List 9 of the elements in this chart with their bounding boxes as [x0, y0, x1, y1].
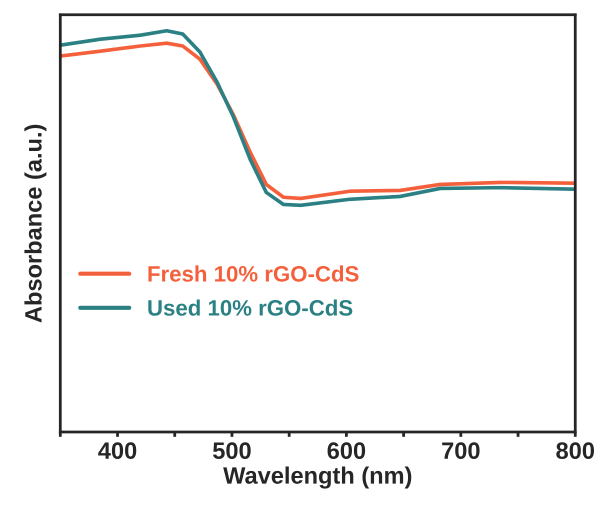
x-axis-title: Wavelength (nm)	[223, 466, 412, 489]
y-axis-title: Absorbance (a.u.)	[24, 124, 46, 322]
legend-label: Used 10% rGO-CdS	[148, 299, 352, 316]
x-tick-label: 400	[98, 442, 136, 460]
x-tick-label: 500	[212, 442, 251, 460]
x-tick-label: 700	[442, 442, 480, 460]
x-tick-label: 800	[556, 442, 594, 460]
x-tick-label: 600	[328, 442, 366, 460]
legend-label: Fresh 10% rGO-CdS	[148, 265, 358, 282]
